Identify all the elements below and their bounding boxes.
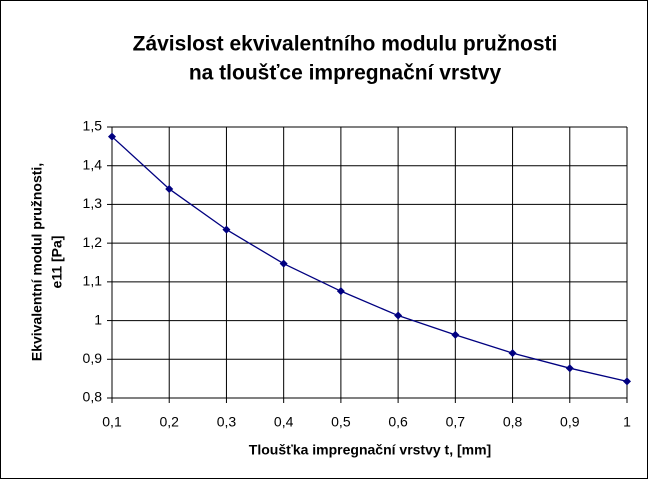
x-tick-label: 1 xyxy=(623,414,631,430)
y-tick-label: 1,4 xyxy=(83,156,103,172)
data-point xyxy=(108,132,116,141)
y-tick-label: 0,8 xyxy=(83,389,103,405)
y-axis-label: e11 [Pa] xyxy=(49,236,65,289)
x-tick-label: 0,5 xyxy=(331,414,351,430)
data-point xyxy=(279,259,288,268)
x-tick-label: 0,7 xyxy=(446,414,466,430)
x-tick-label: 0,4 xyxy=(274,414,294,430)
x-tick-label: 0,1 xyxy=(102,414,122,430)
x-tick-label: 0,8 xyxy=(503,414,523,430)
y-tick-label: 1,3 xyxy=(83,195,103,211)
y-axis-label: Ekvivalentní modul pružnosti, xyxy=(29,163,45,361)
x-tick-label: 0,3 xyxy=(217,414,237,430)
y-tick-label: 1,5 xyxy=(83,118,103,134)
x-tick-label: 0,2 xyxy=(159,414,179,430)
y-tick-label: 1 xyxy=(94,311,102,327)
chart-title: Závislost ekvivalentního modulu pružnost… xyxy=(133,33,558,56)
y-tick-label: 1,1 xyxy=(83,273,103,289)
chart-title: na tloušťce impregnační vrstvy xyxy=(189,62,502,85)
data-point xyxy=(508,349,517,358)
data-point xyxy=(451,330,460,339)
data-point xyxy=(565,364,574,373)
data-point xyxy=(165,184,174,193)
data-point xyxy=(623,377,631,386)
x-tick-label: 0,6 xyxy=(388,414,408,430)
data-point xyxy=(394,311,403,320)
y-tick-label: 0,9 xyxy=(83,350,103,366)
data-point xyxy=(336,287,345,296)
x-axis-label: Tloušťka impregnační vrstvy t, [mm] xyxy=(249,442,491,458)
y-tick-label: 1,2 xyxy=(83,234,103,250)
x-tick-label: 0,9 xyxy=(560,414,580,430)
data-line xyxy=(111,136,628,382)
data-point xyxy=(222,225,231,234)
